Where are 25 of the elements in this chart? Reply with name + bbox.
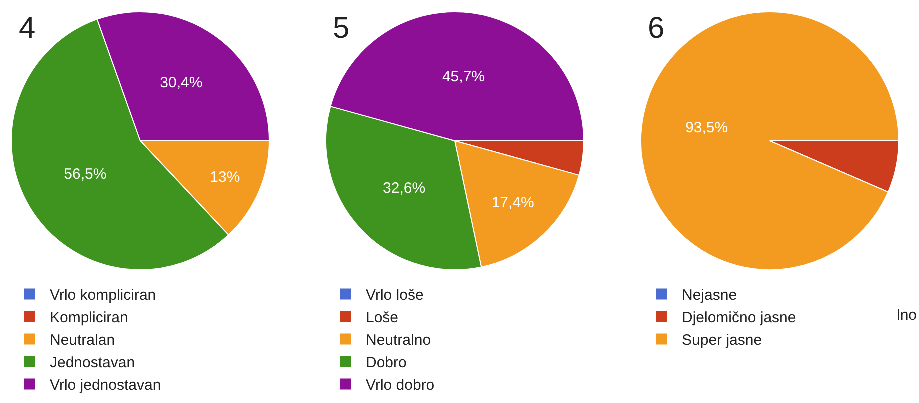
- data-label: 17,4%: [492, 194, 534, 212]
- legend-label: Vrlo jednostavan: [50, 377, 162, 394]
- data-label: 45,7%: [442, 68, 485, 86]
- chart-title: 5: [333, 12, 350, 45]
- legend-label: Dobro: [366, 354, 407, 372]
- legend-label: Loše: [366, 310, 399, 327]
- legend-label: Neutralno: [366, 332, 432, 350]
- chart-title: 6: [648, 12, 665, 45]
- legend-label: Vrlo loše: [366, 287, 424, 304]
- legend-label: Jednostavan: [50, 354, 136, 372]
- legend-label: Vrlo kompliciran: [50, 287, 156, 304]
- data-label: 32,6%: [383, 180, 426, 198]
- legend-label: Djelomično jasne: [682, 310, 796, 327]
- data-label: 13%: [210, 169, 240, 186]
- data-label: 56,5%: [64, 166, 107, 184]
- legend-label: Neutralan: [50, 332, 116, 350]
- legend-label: Super jasne: [682, 332, 762, 350]
- legend-label: Kompliciran: [50, 310, 128, 327]
- data-label: 30,4%: [160, 74, 203, 92]
- legend-label: Vrlo dobro: [366, 377, 435, 394]
- data-label: 93,5%: [686, 119, 728, 136]
- pie-slice: [640, 12, 900, 270]
- legend-label: Nejasne: [682, 287, 738, 304]
- text: lno: [897, 307, 918, 324]
- chart-title: 4: [19, 12, 36, 45]
